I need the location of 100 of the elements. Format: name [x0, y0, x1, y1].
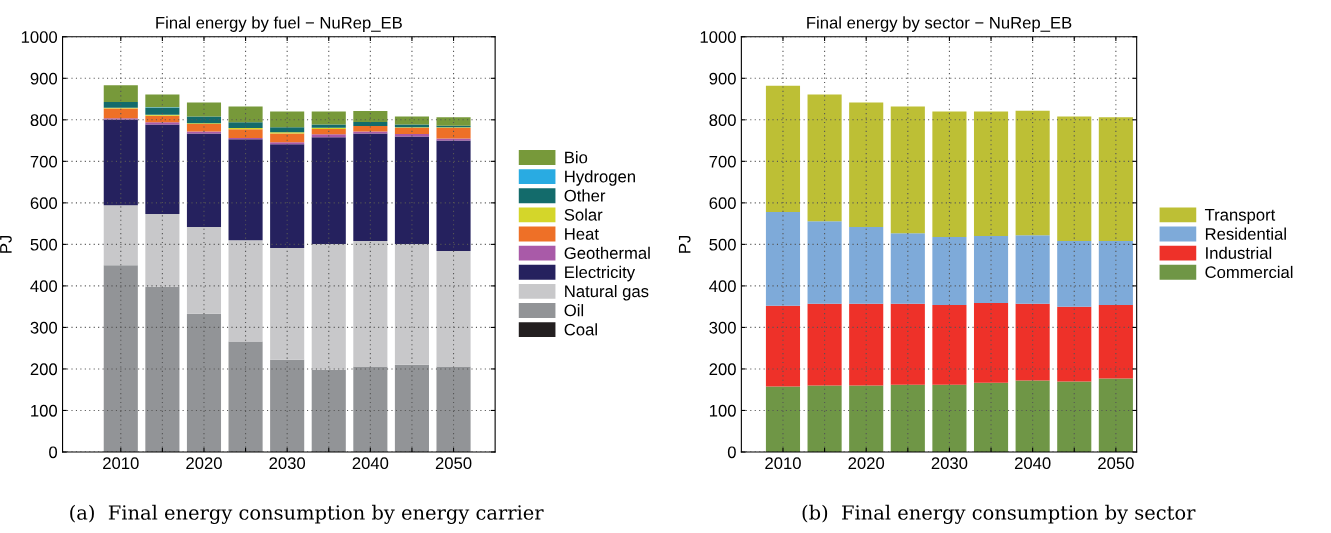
- legend-label: Hydrogen: [565, 170, 635, 186]
- bar: [436, 117, 471, 126]
- legend-label: Natural gas: [565, 284, 649, 301]
- bar: [1015, 380, 1050, 452]
- bar: [270, 133, 305, 143]
- y-tick-label: 700: [709, 155, 736, 168]
- bar: [1098, 117, 1133, 242]
- bar: [436, 127, 471, 139]
- legend-label: Commercial: [1205, 265, 1293, 279]
- bar: [311, 128, 346, 135]
- bar: [353, 126, 388, 132]
- bar: [1098, 378, 1133, 452]
- y-tick-label: 900: [709, 72, 736, 85]
- x-tick-label: 2050: [1098, 457, 1134, 470]
- bar: [973, 382, 1009, 452]
- y-axis-title: PJ: [678, 235, 691, 253]
- bar: [353, 241, 388, 367]
- bar: [932, 111, 967, 237]
- bar: [765, 85, 801, 212]
- x-tick-label: 2030: [931, 457, 968, 470]
- bar: [765, 211, 801, 306]
- x-tick-label: 2010: [103, 457, 139, 470]
- bar: [932, 305, 967, 385]
- x-tick-label: 2010: [765, 457, 801, 470]
- y-axis-title: PJ: [0, 235, 12, 253]
- bar: [353, 366, 388, 452]
- x-tick-label: 2040: [1014, 457, 1051, 470]
- bar: [145, 122, 180, 125]
- bar: [103, 108, 138, 119]
- bar: [890, 384, 925, 452]
- bar: [145, 107, 180, 115]
- bar: [311, 134, 346, 138]
- x-tick-label: 2040: [352, 457, 389, 470]
- bar: [103, 265, 138, 452]
- y-tick-label: 600: [30, 197, 58, 210]
- bar: [890, 233, 925, 304]
- y-tick-label: 1000: [21, 31, 58, 43]
- y-tick-label: 800: [709, 114, 736, 127]
- bar: [1057, 306, 1092, 382]
- bar: [270, 127, 305, 133]
- legend-label: Transport: [1204, 209, 1276, 225]
- bar: [145, 214, 180, 287]
- legend-label: Electricity: [565, 265, 636, 282]
- bar: [145, 94, 180, 108]
- y-tick-label: 600: [709, 197, 736, 210]
- bar: [311, 243, 346, 370]
- bar: [394, 364, 429, 452]
- bar: [1057, 116, 1092, 242]
- bar: [1015, 110, 1050, 236]
- y-tick-label: 200: [709, 363, 736, 376]
- legend-label: Coal: [564, 323, 597, 336]
- legend-label: Industrial: [1206, 246, 1272, 259]
- bar: [186, 313, 222, 452]
- bar: [270, 144, 305, 249]
- legend-label: Geothermal: [564, 246, 650, 259]
- legend-label: Solar: [564, 208, 603, 221]
- bar: [103, 119, 138, 206]
- bar: [807, 94, 842, 222]
- bar: [765, 386, 801, 452]
- y-tick-label: 200: [30, 363, 58, 376]
- bar: [1057, 381, 1092, 452]
- bar: [765, 305, 801, 387]
- bar: [394, 136, 429, 244]
- bar: [186, 123, 222, 132]
- bar: [890, 106, 925, 234]
- bar: [186, 102, 222, 117]
- bar: [186, 133, 222, 227]
- bar: [849, 226, 884, 304]
- text: (b) Final energy consumption by sector: [802, 504, 1196, 524]
- y-tick-label: 400: [30, 280, 58, 293]
- bar: [973, 111, 1009, 237]
- bar: [353, 121, 388, 127]
- legend-label: Oil: [564, 304, 584, 317]
- chart-title: Final energy by sector − NuRep_EB: [807, 16, 1072, 32]
- bar: [1015, 235, 1050, 304]
- bar: [103, 85, 138, 102]
- bar: [807, 221, 842, 304]
- bar: [228, 139, 263, 241]
- bar: [311, 369, 346, 452]
- x-tick-label: 2020: [848, 457, 885, 470]
- bar: [849, 303, 884, 386]
- bar: [807, 303, 842, 386]
- y-tick-label: 500: [30, 238, 58, 251]
- bar: [353, 133, 388, 242]
- bar: [1098, 241, 1133, 305]
- y-tick-label: 0: [49, 446, 58, 459]
- bar: [1098, 305, 1133, 379]
- bar: [394, 243, 429, 365]
- bar: [228, 240, 263, 342]
- y-tick-label: 300: [30, 321, 58, 334]
- y-tick-label: 0: [727, 446, 736, 459]
- bar: [890, 303, 925, 385]
- bar: [270, 111, 305, 128]
- bar: [436, 140, 471, 252]
- bar: [973, 236, 1009, 303]
- bar: [270, 359, 305, 452]
- legend-label: Residential: [1205, 227, 1286, 240]
- bar: [436, 251, 471, 367]
- x-tick-label: 2020: [186, 457, 222, 470]
- y-tick-label: 400: [709, 280, 736, 293]
